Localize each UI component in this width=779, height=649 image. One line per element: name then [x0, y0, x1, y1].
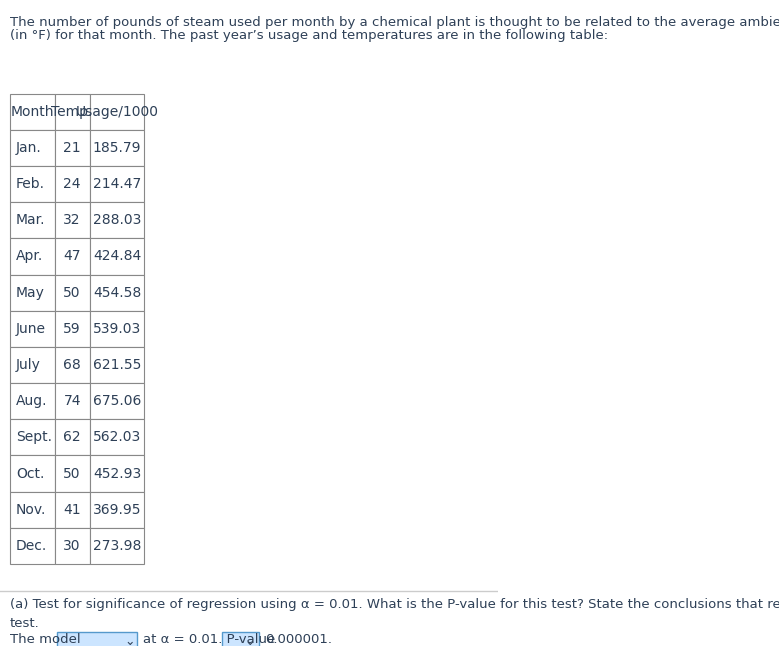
Bar: [10, 528, 55, 564]
Text: Aug.: Aug.: [16, 394, 48, 408]
Bar: [10, 347, 55, 383]
Bar: [90, 275, 144, 311]
Bar: [90, 130, 144, 166]
Text: 539.03: 539.03: [93, 322, 141, 336]
Bar: [55, 419, 90, 456]
Text: 675.06: 675.06: [93, 394, 141, 408]
Bar: [55, 93, 90, 130]
Text: 24: 24: [63, 177, 81, 191]
Bar: [90, 311, 144, 347]
Text: (a) Test for significance of regression using α = 0.01. What is the P-value for : (a) Test for significance of regression …: [10, 598, 779, 611]
Bar: [10, 491, 55, 528]
Bar: [55, 166, 90, 202]
Bar: [55, 383, 90, 419]
Bar: [55, 130, 90, 166]
Bar: [55, 202, 90, 238]
Text: May: May: [16, 286, 45, 300]
Bar: [57, 631, 137, 649]
Bar: [90, 528, 144, 564]
Text: ⌄: ⌄: [245, 635, 256, 648]
Text: Usage/1000: Usage/1000: [76, 104, 158, 119]
Text: 185.79: 185.79: [93, 141, 141, 155]
Text: (in °F) for that month. The past year’s usage and temperatures are in the follow: (in °F) for that month. The past year’s …: [10, 29, 608, 42]
Text: June: June: [16, 322, 46, 336]
Text: 68: 68: [63, 358, 81, 372]
Text: 50: 50: [63, 467, 81, 480]
Bar: [10, 166, 55, 202]
Bar: [90, 166, 144, 202]
Text: 452.93: 452.93: [93, 467, 141, 480]
Text: The number of pounds of steam used per month by a chemical plant is thought to b: The number of pounds of steam used per m…: [10, 16, 779, 29]
Text: 562.03: 562.03: [93, 430, 141, 445]
Text: 47: 47: [63, 249, 81, 263]
Text: 21: 21: [63, 141, 81, 155]
Text: 59: 59: [63, 322, 81, 336]
Bar: [55, 456, 90, 491]
Bar: [55, 275, 90, 311]
Bar: [90, 419, 144, 456]
Text: 41: 41: [63, 503, 81, 517]
Bar: [55, 347, 90, 383]
Text: Oct.: Oct.: [16, 467, 44, 480]
Text: ⌄: ⌄: [124, 635, 135, 648]
Text: Feb.: Feb.: [16, 177, 45, 191]
Text: Dec.: Dec.: [16, 539, 48, 553]
Text: test.: test.: [10, 617, 40, 630]
Text: 32: 32: [63, 214, 81, 227]
Text: 424.84: 424.84: [93, 249, 141, 263]
Text: 454.58: 454.58: [93, 286, 141, 300]
Bar: [90, 456, 144, 491]
Bar: [10, 419, 55, 456]
Bar: [90, 238, 144, 275]
Bar: [90, 383, 144, 419]
Bar: [10, 202, 55, 238]
Text: The model: The model: [10, 633, 80, 646]
Text: at α = 0.01. P-value: at α = 0.01. P-value: [143, 633, 275, 646]
Text: Apr.: Apr.: [16, 249, 43, 263]
Bar: [10, 275, 55, 311]
Bar: [55, 238, 90, 275]
Text: 30: 30: [63, 539, 81, 553]
Text: Temp.: Temp.: [51, 104, 93, 119]
Bar: [10, 383, 55, 419]
Bar: [10, 130, 55, 166]
Bar: [90, 491, 144, 528]
Text: Jan.: Jan.: [16, 141, 42, 155]
Text: 273.98: 273.98: [93, 539, 141, 553]
Text: 214.47: 214.47: [93, 177, 141, 191]
Bar: [10, 456, 55, 491]
Bar: [10, 311, 55, 347]
Text: July: July: [16, 358, 41, 372]
Text: 74: 74: [63, 394, 81, 408]
Text: 288.03: 288.03: [93, 214, 141, 227]
Bar: [55, 491, 90, 528]
Bar: [90, 347, 144, 383]
Bar: [55, 311, 90, 347]
Bar: [10, 93, 55, 130]
Bar: [90, 93, 144, 130]
Text: 369.95: 369.95: [93, 503, 141, 517]
Text: Month: Month: [11, 104, 54, 119]
Text: 62: 62: [63, 430, 81, 445]
Text: Sept.: Sept.: [16, 430, 52, 445]
Text: 0.000001.: 0.000001.: [265, 633, 332, 646]
Text: Nov.: Nov.: [16, 503, 46, 517]
Text: Mar.: Mar.: [16, 214, 45, 227]
Text: 621.55: 621.55: [93, 358, 141, 372]
Text: 50: 50: [63, 286, 81, 300]
Bar: [221, 631, 259, 649]
Bar: [90, 202, 144, 238]
Bar: [55, 528, 90, 564]
Bar: [10, 238, 55, 275]
